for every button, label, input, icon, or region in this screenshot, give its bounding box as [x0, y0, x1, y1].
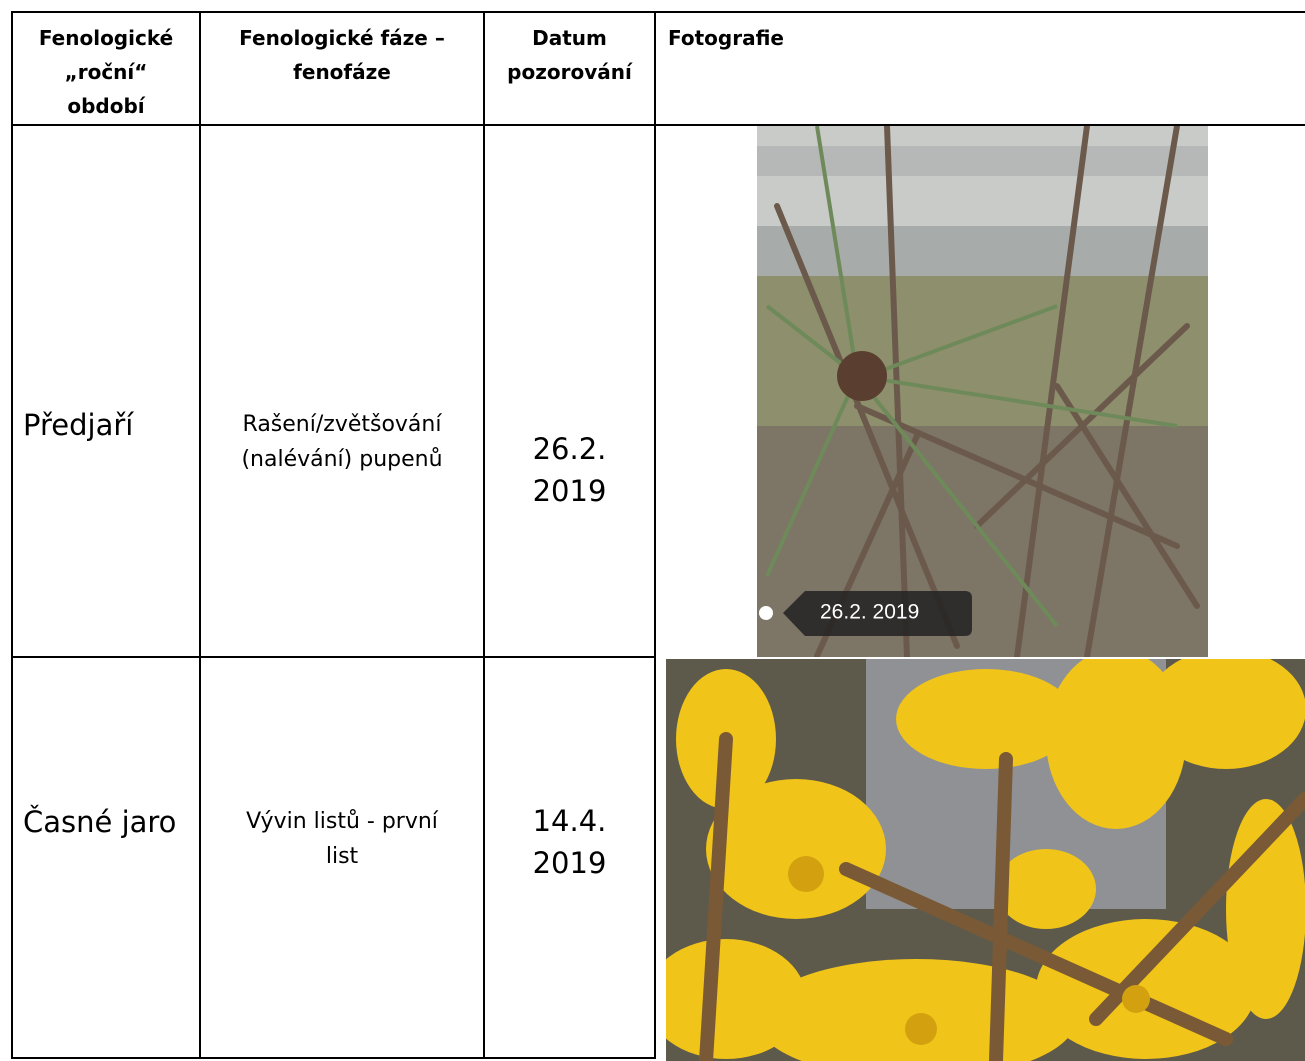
rule [199, 11, 201, 1059]
photo-forsythia-buds: 26.2. 2019 [757, 126, 1208, 657]
rule [11, 1057, 656, 1059]
text-line: list [201, 839, 483, 874]
text-line: 2019 [485, 470, 654, 512]
page: 26.2. 2019 Fenologické„roční“obdobíFenol… [0, 0, 1305, 1061]
header-cell: Fenologické„roční“období [13, 21, 199, 123]
text-line: období [13, 89, 199, 123]
header-cell: Fotografie [668, 21, 784, 55]
text-line: 14.4. [485, 800, 654, 842]
rule [11, 11, 13, 1059]
rule [483, 11, 485, 1059]
photo-caption: 26.2. 2019 [820, 601, 919, 624]
photo-forsythia-flowers [666, 659, 1305, 1061]
text-line: 2019 [485, 842, 654, 884]
text-line: fenofáze [201, 55, 483, 89]
rule [11, 11, 1305, 13]
text-line: Rašení/zvětšování [201, 407, 483, 442]
text-line: Fenologické [13, 21, 199, 55]
text-line: 26.2. [485, 428, 654, 470]
header-cell: Fenologické fáze –fenofáze [201, 21, 483, 89]
text-line: „roční“ [13, 55, 199, 89]
text-line: Fenologické fáze – [201, 21, 483, 55]
text-line: Vývin listů - první [201, 804, 483, 839]
phase: Rašení/zvětšování(nalévání) pupenů [201, 407, 483, 477]
text-line: pozorování [485, 55, 654, 89]
text-line: Časné jaro [23, 801, 176, 843]
text-line: Datum [485, 21, 654, 55]
season: Časné jaro [23, 801, 176, 843]
text-line: (nalévání) pupenů [201, 442, 483, 477]
season: Předjaří [23, 404, 133, 446]
rule [11, 656, 656, 658]
date: 14.4.2019 [485, 800, 654, 884]
text-line: Fotografie [668, 21, 784, 55]
rule [654, 11, 656, 1059]
date: 26.2.2019 [485, 428, 654, 512]
text-line: Předjaří [23, 404, 133, 446]
